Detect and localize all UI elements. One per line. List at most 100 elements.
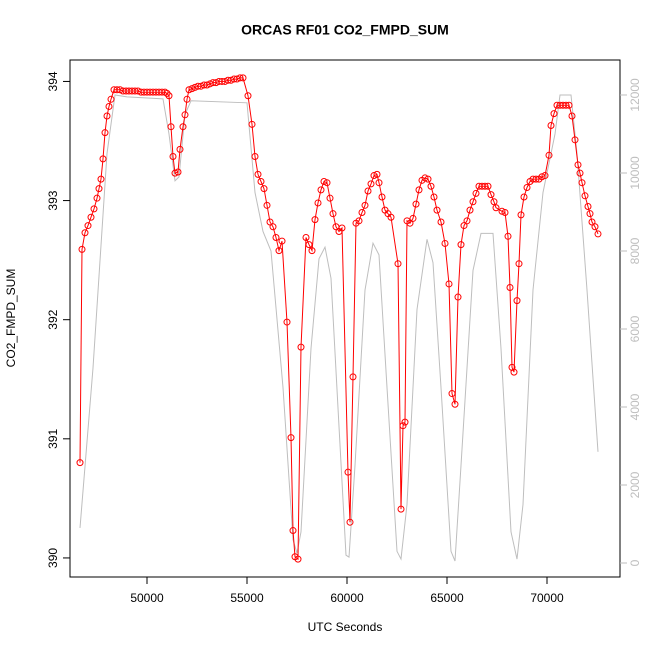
data-point [287,434,295,442]
data-point [308,247,316,255]
data-point [397,505,405,513]
series-line [79,77,599,561]
data-point [329,210,337,218]
data-point [427,182,435,190]
data-point [586,210,594,218]
data-point [532,175,540,183]
data-point [565,101,573,109]
data-point [269,223,277,231]
data-point [364,187,372,195]
plot-frame [69,59,621,578]
data-point [387,213,395,221]
data-point [581,192,589,200]
data-point [254,170,262,178]
data-point [487,191,495,199]
x-axis-label: UTC Seconds [308,620,383,634]
data-point [87,213,95,221]
data-point [239,74,247,82]
data-point [538,173,546,181]
data-point [171,169,179,177]
y2-tick-label: 6000 [628,315,642,342]
data-point [441,239,449,247]
data-point [167,123,175,131]
data-point [275,247,283,255]
data-point [320,178,328,186]
y2-tick-label: 0 [628,559,642,566]
data-point [105,102,113,110]
y-tick-label: 392 [46,309,60,329]
y-axis-label: CO2_FMPD_SUM [4,269,18,368]
data-point [412,200,420,208]
data-point [81,229,89,237]
data-point [515,260,523,268]
data-point [469,198,477,206]
data-point [297,343,305,351]
data-point [501,208,509,216]
data-point [591,223,599,231]
data-point [568,112,576,120]
data-point [545,151,553,159]
data-point [520,193,528,201]
data-point [504,232,512,240]
data-point [355,217,363,225]
data-point [394,260,402,268]
data-point [550,110,558,118]
chart-title: ORCAS RF01 CO2_FMPD_SUM [241,22,449,38]
data-point [584,203,592,211]
data-point [78,245,86,253]
data-point [338,224,346,232]
data-point [248,120,256,128]
data-point [490,198,498,206]
x-tick-label: 60000 [330,591,364,605]
data-point [415,186,423,194]
data-point [101,129,109,137]
data-point [370,172,378,180]
data-point [165,92,173,100]
data-point [576,169,584,177]
data-point [90,205,98,213]
data-point [421,174,429,182]
data-point [361,201,369,209]
data-point [326,194,334,202]
data-point [574,161,582,169]
data-point [305,241,313,249]
data-point [188,85,196,93]
data-point [174,168,182,176]
data-point [513,297,521,305]
data-point [433,206,441,214]
data-point [498,207,506,215]
data-point [289,527,297,535]
y2-tick-label: 12000 [628,78,642,112]
data-point [430,193,438,201]
data-point [562,101,570,109]
data-point [454,293,462,301]
data-point [317,186,325,194]
data-point [375,179,383,187]
data-point [399,422,407,430]
data-point [578,179,586,187]
data-point [484,182,492,190]
y-tick-label: 390 [46,548,60,568]
data-point [294,555,302,563]
data-point [463,217,471,225]
data-point [571,136,579,144]
data-point [158,88,166,96]
data-point [323,179,331,187]
data-point [302,233,310,241]
data-point [506,284,514,292]
data-point [367,180,375,188]
data-point [349,373,357,381]
data-point [401,418,409,426]
data-point [244,92,252,100]
data-point [492,204,500,212]
data-point [185,86,193,94]
data-point [97,175,105,183]
x-tick-label: 65000 [430,591,464,605]
data-point [472,189,480,197]
x-tick-label: 50000 [130,591,164,605]
data-point [272,233,280,241]
data-point [169,152,177,160]
data-point [181,111,189,119]
